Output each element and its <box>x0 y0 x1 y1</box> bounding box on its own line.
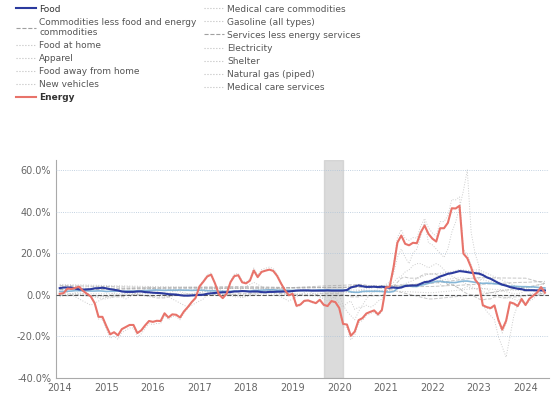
Legend: Food, Commodities less food and energy
commodities, Food at home, Apparel, Food : Food, Commodities less food and energy c… <box>16 5 361 102</box>
Bar <box>324 160 343 378</box>
